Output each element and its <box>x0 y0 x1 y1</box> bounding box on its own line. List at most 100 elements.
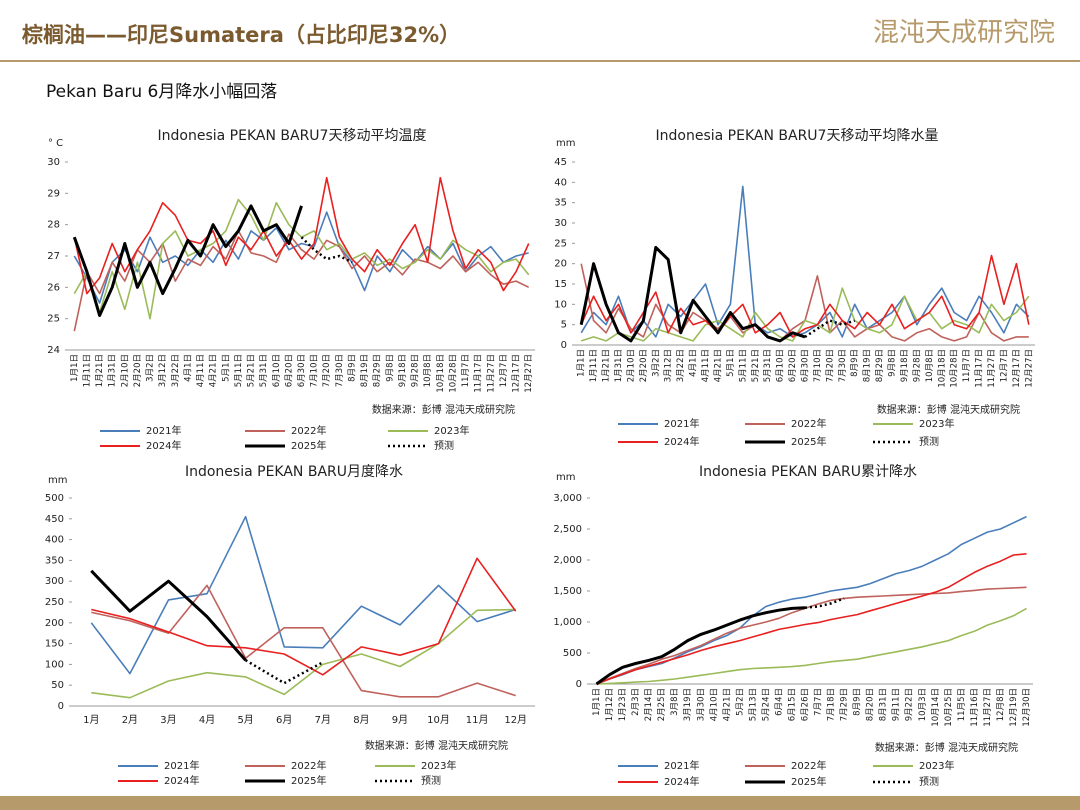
x-tick-label: 9月18日 <box>398 354 408 387</box>
x-tick-label: 3月12日 <box>158 354 168 387</box>
legend-label: 2024年 <box>146 439 181 452</box>
x-tick-label: 1月11日 <box>589 349 599 382</box>
x-tick-label: 5月11日 <box>234 354 244 387</box>
subtitle: Pekan Baru 6月降水小幅回落 <box>46 82 277 102</box>
y-tick-label: 26 <box>47 282 60 293</box>
x-tick-label: 8月9日 <box>850 349 860 377</box>
x-tick-label: 1月21日 <box>95 354 105 387</box>
x-tick-label: 8月20日 <box>866 688 876 721</box>
x-tick-label: 8月19日 <box>863 349 873 382</box>
x-tick-label: 6月20日 <box>284 354 294 387</box>
y-tick-label: 15 <box>554 279 567 290</box>
x-tick-label: 7月10日 <box>813 349 823 382</box>
x-tick-label: 12月27日 <box>1024 349 1034 388</box>
y-tick-label: 1,500 <box>553 586 582 597</box>
x-tick-label: 1月21日 <box>602 349 612 382</box>
y-tick-label: 28 <box>47 220 60 231</box>
x-tick-label: 4月 <box>199 714 215 726</box>
chart-title: Indonesia PEKAN BARU累计降水 <box>699 464 917 480</box>
x-tick-label: 11月 <box>466 714 489 726</box>
series-line <box>91 557 517 676</box>
x-tick-label: 5月1日 <box>726 349 736 377</box>
legend-label: 2021年 <box>664 759 699 772</box>
x-tick-label: 10月8日 <box>423 354 433 387</box>
series-line <box>90 515 516 675</box>
x-tick-label: 1月1日 <box>70 354 80 382</box>
y-tick-label: 20 <box>554 259 567 270</box>
series-line <box>73 211 529 304</box>
y-tick-label: 100 <box>45 659 64 670</box>
series-line <box>91 608 516 699</box>
x-tick-label: 10月18日 <box>436 354 446 393</box>
x-tick-label: 7月29日 <box>840 688 850 721</box>
x-tick-label: 6月10日 <box>776 349 786 382</box>
x-tick-label: 8月19日 <box>360 354 370 387</box>
legend-label: 2024年 <box>164 774 199 787</box>
y-unit: mm <box>556 472 575 483</box>
series-line <box>580 185 1030 338</box>
x-tick-label: 4月11日 <box>701 349 711 382</box>
x-tick-label: 3月 <box>160 714 176 726</box>
x-tick-label: 3月8日 <box>670 688 680 716</box>
legend-label: 2025年 <box>791 775 826 788</box>
legend-label: 2024年 <box>664 775 699 788</box>
x-tick-label: 9月8日 <box>888 349 898 377</box>
x-tick-label: 1月1日 <box>592 688 602 716</box>
x-tick-label: 8月31日 <box>879 688 889 721</box>
x-tick-label: 3月30日 <box>696 688 706 721</box>
x-tick-label: 9月22日 <box>905 688 915 721</box>
x-tick-label: 12月7日 <box>999 349 1009 382</box>
x-tick-label: 7月30日 <box>838 349 848 382</box>
y-tick-label: 150 <box>45 639 64 650</box>
x-tick-label: 1月12日 <box>605 688 615 721</box>
x-tick-label: 5月1日 <box>221 354 231 382</box>
x-tick-label: 10月28日 <box>950 349 960 388</box>
x-tick-label: 5月31日 <box>763 349 773 382</box>
x-tick-label: 4月21日 <box>722 688 732 721</box>
x-tick-label: 4月10日 <box>709 688 719 721</box>
y-tick-label: 35 <box>554 198 567 209</box>
legend-label: 2022年 <box>791 759 826 772</box>
x-tick-label: 7月30日 <box>335 354 345 387</box>
x-tick-label: 1月1日 <box>577 349 587 377</box>
x-tick-label: 1月23日 <box>618 688 628 721</box>
x-tick-label: 6月30日 <box>297 354 307 387</box>
source-note: 数据来源：彭博 混沌天成研究院 <box>365 739 508 752</box>
x-tick-label: 9月28日 <box>411 354 421 387</box>
x-tick-label: 11月7日 <box>461 354 471 387</box>
legend-label: 2021年 <box>664 417 699 430</box>
x-tick-label: 5月13日 <box>748 688 758 721</box>
x-tick-label: 1月11日 <box>82 354 92 387</box>
x-tick-label: 3月12日 <box>664 349 674 382</box>
x-tick-label: 10月14日 <box>931 688 941 727</box>
x-tick-label: 5月31日 <box>259 354 269 387</box>
y-tick-label: 450 <box>45 514 64 525</box>
x-tick-label: 10月8日 <box>925 349 935 382</box>
legend-label: 2023年 <box>919 759 954 772</box>
logo: 混沌天成研究院 <box>873 18 1055 48</box>
x-tick-label: 3月22日 <box>676 349 686 382</box>
y-tick-label: 3,000 <box>553 493 582 504</box>
y-tick-label: 24 <box>47 345 60 356</box>
y-tick-label: 25 <box>554 238 567 249</box>
legend-label: 2021年 <box>146 424 181 437</box>
x-tick-label: 1月 <box>83 714 99 726</box>
x-tick-label: 5月21日 <box>751 349 761 382</box>
x-tick-label: 12月 <box>504 714 527 726</box>
x-tick-label: 12月8日 <box>996 688 1006 721</box>
y-tick-label: 30 <box>47 157 60 168</box>
x-tick-label: 9月28日 <box>912 349 922 382</box>
x-tick-label: 11月17日 <box>975 349 985 388</box>
x-tick-label: 9月 <box>392 714 408 726</box>
x-tick-label: 5月24日 <box>761 688 771 721</box>
x-tick-label: 8月29日 <box>875 349 885 382</box>
series-line <box>90 569 247 662</box>
y-tick-label: 45 <box>554 157 567 168</box>
footer-band <box>0 796 1080 810</box>
series-line <box>579 245 806 343</box>
x-tick-label: 4月21日 <box>209 354 219 387</box>
source-note: 数据来源：彭博 混沌天成研究院 <box>875 741 1018 754</box>
x-tick-label: 8月9日 <box>347 354 357 382</box>
